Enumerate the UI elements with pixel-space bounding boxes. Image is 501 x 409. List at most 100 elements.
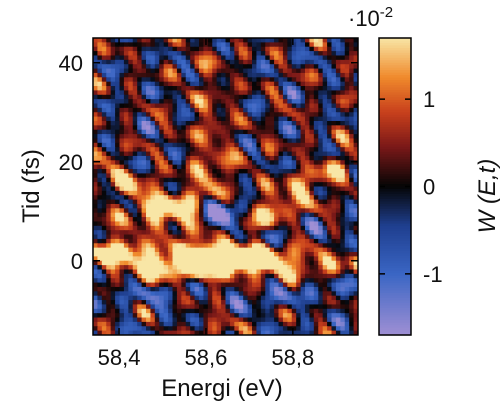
heatmap-cell [154,129,160,135]
heatmap-cell [115,273,121,279]
heatmap-cell [93,112,99,118]
heatmap-cell [353,86,358,92]
heatmap-cell [93,125,99,131]
heatmap-cell [168,295,174,301]
heatmap-cell [163,326,169,332]
heatmap-cell [97,86,103,92]
heatmap-cell [335,160,341,166]
heatmap-cell [274,286,280,292]
heatmap-cell [287,208,293,214]
heatmap-cell [344,112,350,118]
heatmap-cell [265,177,271,183]
heatmap-cell [163,147,169,153]
heatmap-cell [93,142,99,148]
heatmap-cell [176,295,182,301]
heatmap-cell [123,164,129,170]
heatmap-cell [300,169,306,174]
heatmap-cell [185,134,191,140]
colorbar-swatch [379,231,411,235]
heatmap-cell [309,90,315,96]
heatmap-cell [115,155,121,161]
heatmap-cell [93,138,99,144]
heatmap-cell [327,81,333,87]
colorbar-swatch [379,97,411,101]
heatmap-cell [194,116,200,122]
heatmap-cell [305,203,311,209]
heatmap-cell [274,120,280,126]
heatmap-cell [260,138,266,144]
heatmap-cell [150,295,156,301]
heatmap-cell [305,155,311,161]
heatmap-cell [172,278,178,284]
heatmap-cell [265,142,271,148]
heatmap-cell [229,86,235,92]
heatmap-cell [335,138,341,144]
heatmap-cell [190,313,196,319]
heatmap-cell [115,217,121,223]
heatmap-cell [331,313,337,319]
heatmap-cell [146,72,152,78]
heatmap-cell [238,38,244,43]
heatmap-cell [110,103,116,109]
heatmap-cell [128,230,134,236]
heatmap-cell [168,64,174,70]
heatmap-cell [97,99,103,105]
heatmap-cell [181,330,187,335]
heatmap-cell [305,107,311,113]
heatmap-cell [146,51,152,57]
heatmap-cell [340,217,346,223]
heatmap-cell [335,38,341,43]
heatmap-cell [340,147,346,153]
heatmap-cell [137,291,143,297]
heatmap-cell [340,68,346,74]
heatmap-cell [163,116,169,122]
heatmap-cell [221,243,227,249]
heatmap-cell [93,291,99,297]
heatmap-cell [265,147,271,153]
heatmap-cell [265,321,271,327]
heatmap-cell [260,129,266,135]
heatmap-cell [101,120,107,126]
heatmap-cell [318,129,324,135]
heatmap-cell [225,112,231,118]
heatmap-cell [256,81,262,87]
heatmap-cell [269,282,275,288]
heatmap-cell [190,256,196,262]
heatmap-cell [115,42,121,48]
heatmap-cell [207,295,213,301]
heatmap-cell [349,155,355,161]
heatmap-cell [172,81,178,87]
heatmap-cell [269,125,275,131]
heatmap-cell [225,225,231,231]
heatmap-cell [168,103,174,109]
heatmap-cell [146,238,152,244]
heatmap-cell [349,234,355,240]
heatmap-cell [212,99,218,105]
heatmap-cell [349,42,355,48]
heatmap-cell [349,81,355,87]
heatmap-cell [278,94,284,100]
heatmap-cell [349,265,355,271]
heatmap-cell [123,230,129,236]
heatmap-cell [176,177,182,183]
heatmap-cell [243,142,249,148]
heatmap-cell [252,304,258,310]
heatmap-cell [132,46,138,52]
heatmap-cell [265,125,271,131]
heatmap-cell [168,304,174,310]
heatmap-cell [132,164,138,170]
heatmap-cell [274,203,280,209]
heatmap-cell [335,169,341,174]
heatmap-cell [229,42,235,48]
heatmap-cell [159,42,165,48]
heatmap-cell [353,208,358,214]
heatmap-cell [190,90,196,96]
heatmap-cell [150,217,156,223]
heatmap-cell [123,138,129,144]
heatmap-cell [291,86,297,92]
heatmap-cell [344,107,350,113]
heatmap-cell [128,286,134,292]
heatmap-cell [229,147,235,153]
heatmap-cell [181,173,187,179]
heatmap-cell [340,278,346,284]
